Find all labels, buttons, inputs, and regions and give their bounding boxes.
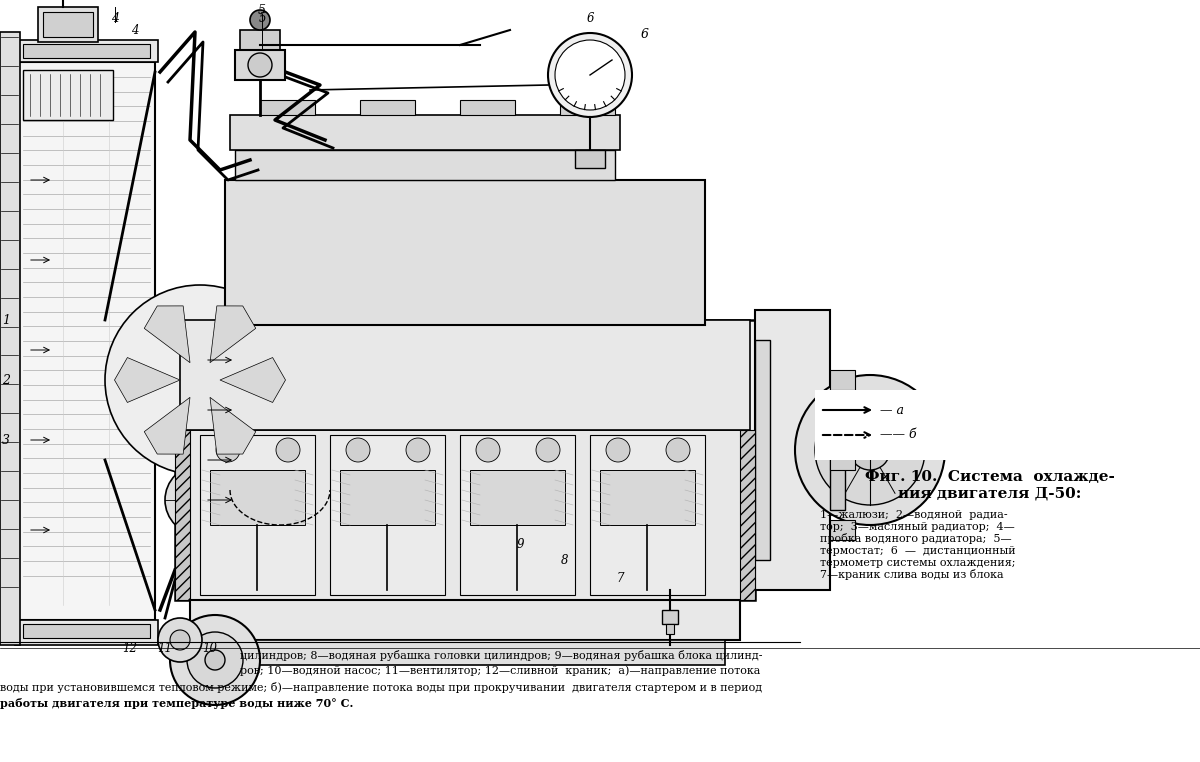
Bar	[260, 100, 314, 115]
Text: —— б: —— б	[880, 428, 917, 441]
Bar	[43, 12, 94, 37]
Text: 7: 7	[617, 572, 624, 584]
Bar	[755, 340, 770, 560]
Text: 11: 11	[157, 642, 173, 655]
Bar	[226, 180, 706, 325]
Text: работы двигателя при температуре воды ниже 70° С.: работы двигателя при температуре воды ни…	[0, 698, 353, 709]
Bar	[600, 470, 695, 525]
Bar	[23, 44, 150, 58]
Bar	[38, 7, 98, 42]
Circle shape	[187, 632, 242, 688]
Circle shape	[850, 430, 890, 470]
Bar	[830, 370, 854, 390]
Circle shape	[248, 53, 272, 77]
Bar	[190, 600, 740, 640]
Bar	[575, 150, 605, 168]
Polygon shape	[210, 397, 256, 454]
Text: воды при установившемся тепловом режиме; б)—направление потока воды при прокручи: воды при установившемся тепловом режиме;…	[0, 682, 762, 693]
Circle shape	[606, 438, 630, 462]
Text: 4: 4	[131, 24, 139, 37]
Bar	[14, 620, 158, 645]
Bar	[830, 450, 854, 470]
Text: 12: 12	[122, 642, 138, 655]
Bar	[200, 435, 314, 595]
Bar	[180, 320, 750, 430]
Bar	[815, 390, 1186, 460]
Circle shape	[250, 10, 270, 30]
Circle shape	[170, 615, 260, 705]
Text: 3: 3	[2, 434, 10, 447]
Bar	[560, 100, 616, 115]
Circle shape	[205, 650, 226, 670]
Text: 6: 6	[641, 28, 649, 41]
Bar	[662, 610, 678, 624]
Bar	[240, 30, 280, 55]
Text: — а: — а	[880, 404, 904, 417]
Text: ров; 10—водяной насос; 11—вентилятор; 12—сливной  краник;  а)—направление потока: ров; 10—водяной насос; 11—вентилятор; 12…	[240, 665, 761, 676]
Circle shape	[796, 375, 946, 525]
Bar	[210, 470, 305, 525]
Bar	[830, 520, 854, 540]
Text: 5: 5	[258, 11, 265, 24]
Text: 6: 6	[587, 11, 594, 24]
Text: 8: 8	[562, 553, 569, 566]
Circle shape	[182, 362, 218, 398]
Text: 5: 5	[258, 4, 266, 17]
Bar	[14, 40, 158, 62]
Bar	[18, 62, 155, 620]
Circle shape	[815, 395, 925, 505]
Circle shape	[346, 438, 370, 462]
Bar	[340, 470, 436, 525]
Circle shape	[158, 618, 202, 662]
Bar	[666, 624, 674, 634]
Bar	[360, 100, 415, 115]
Circle shape	[276, 438, 300, 462]
Bar	[235, 50, 286, 80]
Bar	[460, 435, 575, 595]
Circle shape	[166, 465, 235, 535]
Bar	[175, 430, 190, 600]
Circle shape	[548, 33, 632, 117]
Polygon shape	[114, 357, 180, 402]
Circle shape	[666, 438, 690, 462]
Text: 10: 10	[203, 642, 217, 655]
Bar	[0, 32, 20, 645]
Text: 1: 1	[2, 313, 10, 326]
Text: Фиг. 10.  Система  охлажде-
ния двигателя Д-50:: Фиг. 10. Система охлажде- ния двигателя …	[865, 470, 1115, 500]
Text: 1—жалюзи;  2—водяной  радиа-
тор;  3—масляный радиатор;  4—
пробка водяного ради: 1—жалюзи; 2—водяной радиа- тор; 3—маслян…	[820, 510, 1015, 581]
Bar	[590, 435, 706, 595]
Polygon shape	[144, 306, 190, 363]
Circle shape	[216, 438, 240, 462]
Bar	[205, 640, 725, 665]
Polygon shape	[220, 357, 286, 402]
Circle shape	[106, 285, 295, 475]
Circle shape	[170, 630, 190, 650]
Bar	[460, 100, 515, 115]
Bar	[175, 320, 755, 600]
Bar	[230, 115, 620, 150]
Circle shape	[476, 438, 500, 462]
Circle shape	[185, 485, 215, 515]
Polygon shape	[210, 306, 256, 363]
Circle shape	[554, 40, 625, 110]
Bar	[23, 70, 113, 120]
Bar	[23, 624, 150, 638]
Bar	[235, 150, 616, 180]
Bar	[740, 430, 755, 600]
Text: 4: 4	[112, 11, 119, 24]
Bar	[470, 470, 565, 525]
Bar	[830, 390, 845, 510]
Text: цилиндров; 8—водяная рубашка головки цилиндров; 9—водяная рубашка блока цилинд-: цилиндров; 8—водяная рубашка головки цил…	[240, 650, 762, 661]
Circle shape	[406, 438, 430, 462]
Bar	[185, 430, 745, 600]
Polygon shape	[144, 397, 190, 454]
Text: 9: 9	[516, 539, 523, 552]
Text: 2: 2	[2, 373, 10, 386]
Bar	[755, 310, 830, 590]
Circle shape	[536, 438, 560, 462]
Bar	[330, 435, 445, 595]
